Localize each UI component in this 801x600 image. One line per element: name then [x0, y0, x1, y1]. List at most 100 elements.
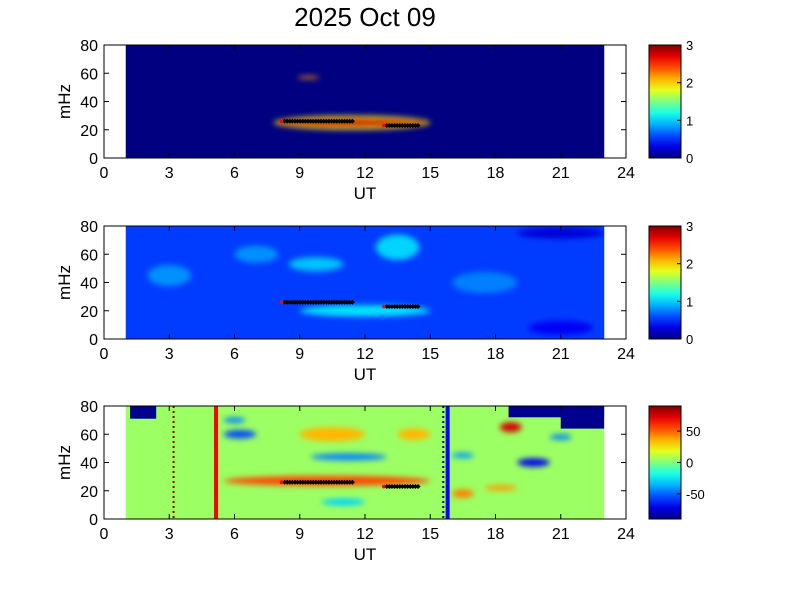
marker-point	[289, 299, 295, 305]
marker-point	[305, 118, 311, 124]
marker-point	[410, 484, 416, 490]
marker-point	[310, 479, 316, 485]
y-axis-label: mHz	[55, 265, 74, 300]
marker-point	[336, 299, 342, 305]
marker-point	[407, 304, 413, 310]
x-tick-label: 6	[230, 526, 239, 543]
x-tick-label: 9	[295, 346, 304, 363]
marker-point	[386, 123, 392, 129]
y-tick-label: 80	[80, 38, 98, 55]
marker-point	[399, 304, 405, 310]
marker-point	[402, 304, 408, 310]
x-tick-label: 6	[230, 165, 239, 182]
marker-point	[331, 299, 337, 305]
feature	[452, 489, 474, 498]
marker-point	[334, 299, 340, 305]
marker-point	[392, 304, 398, 310]
marker-endpoint	[381, 304, 386, 309]
feature	[234, 245, 278, 263]
colorbar-tick-label: 3	[686, 219, 693, 234]
marker-point	[308, 118, 314, 124]
marker-point	[295, 299, 301, 305]
marker-point	[389, 304, 395, 310]
x-tick-label: 15	[421, 526, 439, 543]
marker-point	[410, 304, 416, 310]
marker-point	[329, 479, 335, 485]
marker-point	[336, 118, 342, 124]
colorbar-tick-label: 1	[686, 294, 693, 309]
colorbar-tick-label: 0	[686, 151, 693, 166]
x-tick-label: 12	[356, 526, 374, 543]
y-tick-label: 40	[80, 276, 98, 293]
marker-point	[289, 118, 295, 124]
marker-point	[300, 479, 306, 485]
marker-point	[326, 479, 332, 485]
marker-point	[318, 118, 324, 124]
marker-point	[297, 479, 303, 485]
marker-point	[386, 304, 392, 310]
x-tick-label: 21	[552, 165, 570, 182]
x-tick-label: 0	[100, 165, 109, 182]
feature	[288, 257, 344, 272]
marker-point	[392, 484, 398, 490]
y-tick-label: 80	[80, 219, 98, 236]
marker-point	[415, 304, 421, 310]
marker-point	[302, 299, 308, 305]
marker-point	[394, 304, 400, 310]
x-tick-label: 0	[100, 526, 109, 543]
x-axis-label: UT	[354, 365, 377, 384]
y-tick-label: 40	[80, 95, 98, 112]
colorbar-tick-label: 50	[686, 424, 700, 439]
x-tick-label: 3	[165, 165, 174, 182]
x-tick-label: 21	[552, 346, 570, 363]
y-tick-label: 0	[89, 151, 98, 168]
colorbar	[648, 405, 682, 520]
marker-point	[349, 118, 355, 124]
y-tick-label: 60	[80, 66, 98, 83]
colorbar	[648, 225, 682, 340]
feature	[147, 264, 191, 287]
x-tick-label: 24	[617, 526, 635, 543]
y-tick-label: 20	[80, 304, 98, 321]
marker-point	[318, 479, 324, 485]
marker-point	[287, 299, 293, 305]
x-tick-label: 15	[421, 165, 439, 182]
marker-point	[308, 299, 314, 305]
x-tick-label: 24	[617, 346, 635, 363]
marker-point	[389, 123, 395, 129]
marker-point	[297, 118, 303, 124]
x-tick-label: 6	[230, 346, 239, 363]
marker-point	[402, 123, 408, 129]
marker-point	[347, 118, 353, 124]
marker-point	[300, 299, 306, 305]
marker-endpoint	[381, 484, 386, 489]
marker-point	[397, 484, 403, 490]
feature	[375, 234, 420, 260]
marker-point	[315, 118, 321, 124]
marker-point	[315, 299, 321, 305]
feature	[528, 320, 594, 335]
colorbar-tick-label: 2	[686, 257, 693, 272]
marker-point	[344, 118, 350, 124]
feature	[499, 422, 522, 433]
marker-point	[386, 484, 392, 490]
nan-region	[560, 406, 605, 429]
marker-point	[412, 304, 418, 310]
colorbar-tick-label: 0	[686, 332, 693, 347]
feature	[517, 458, 550, 467]
marker-point	[336, 479, 342, 485]
feature	[310, 453, 387, 461]
background	[125, 45, 605, 158]
x-tick-label: 15	[421, 346, 439, 363]
x-tick-label: 24	[617, 165, 635, 182]
marker-point	[412, 484, 418, 490]
marker-point	[323, 118, 329, 124]
marker-point	[407, 123, 413, 129]
x-tick-label: 12	[356, 346, 374, 363]
marker-point	[407, 484, 413, 490]
figure-title: 2025 Oct 09	[294, 2, 436, 32]
marker-point	[308, 479, 314, 485]
y-tick-label: 0	[89, 512, 98, 529]
marker-point	[282, 479, 288, 485]
